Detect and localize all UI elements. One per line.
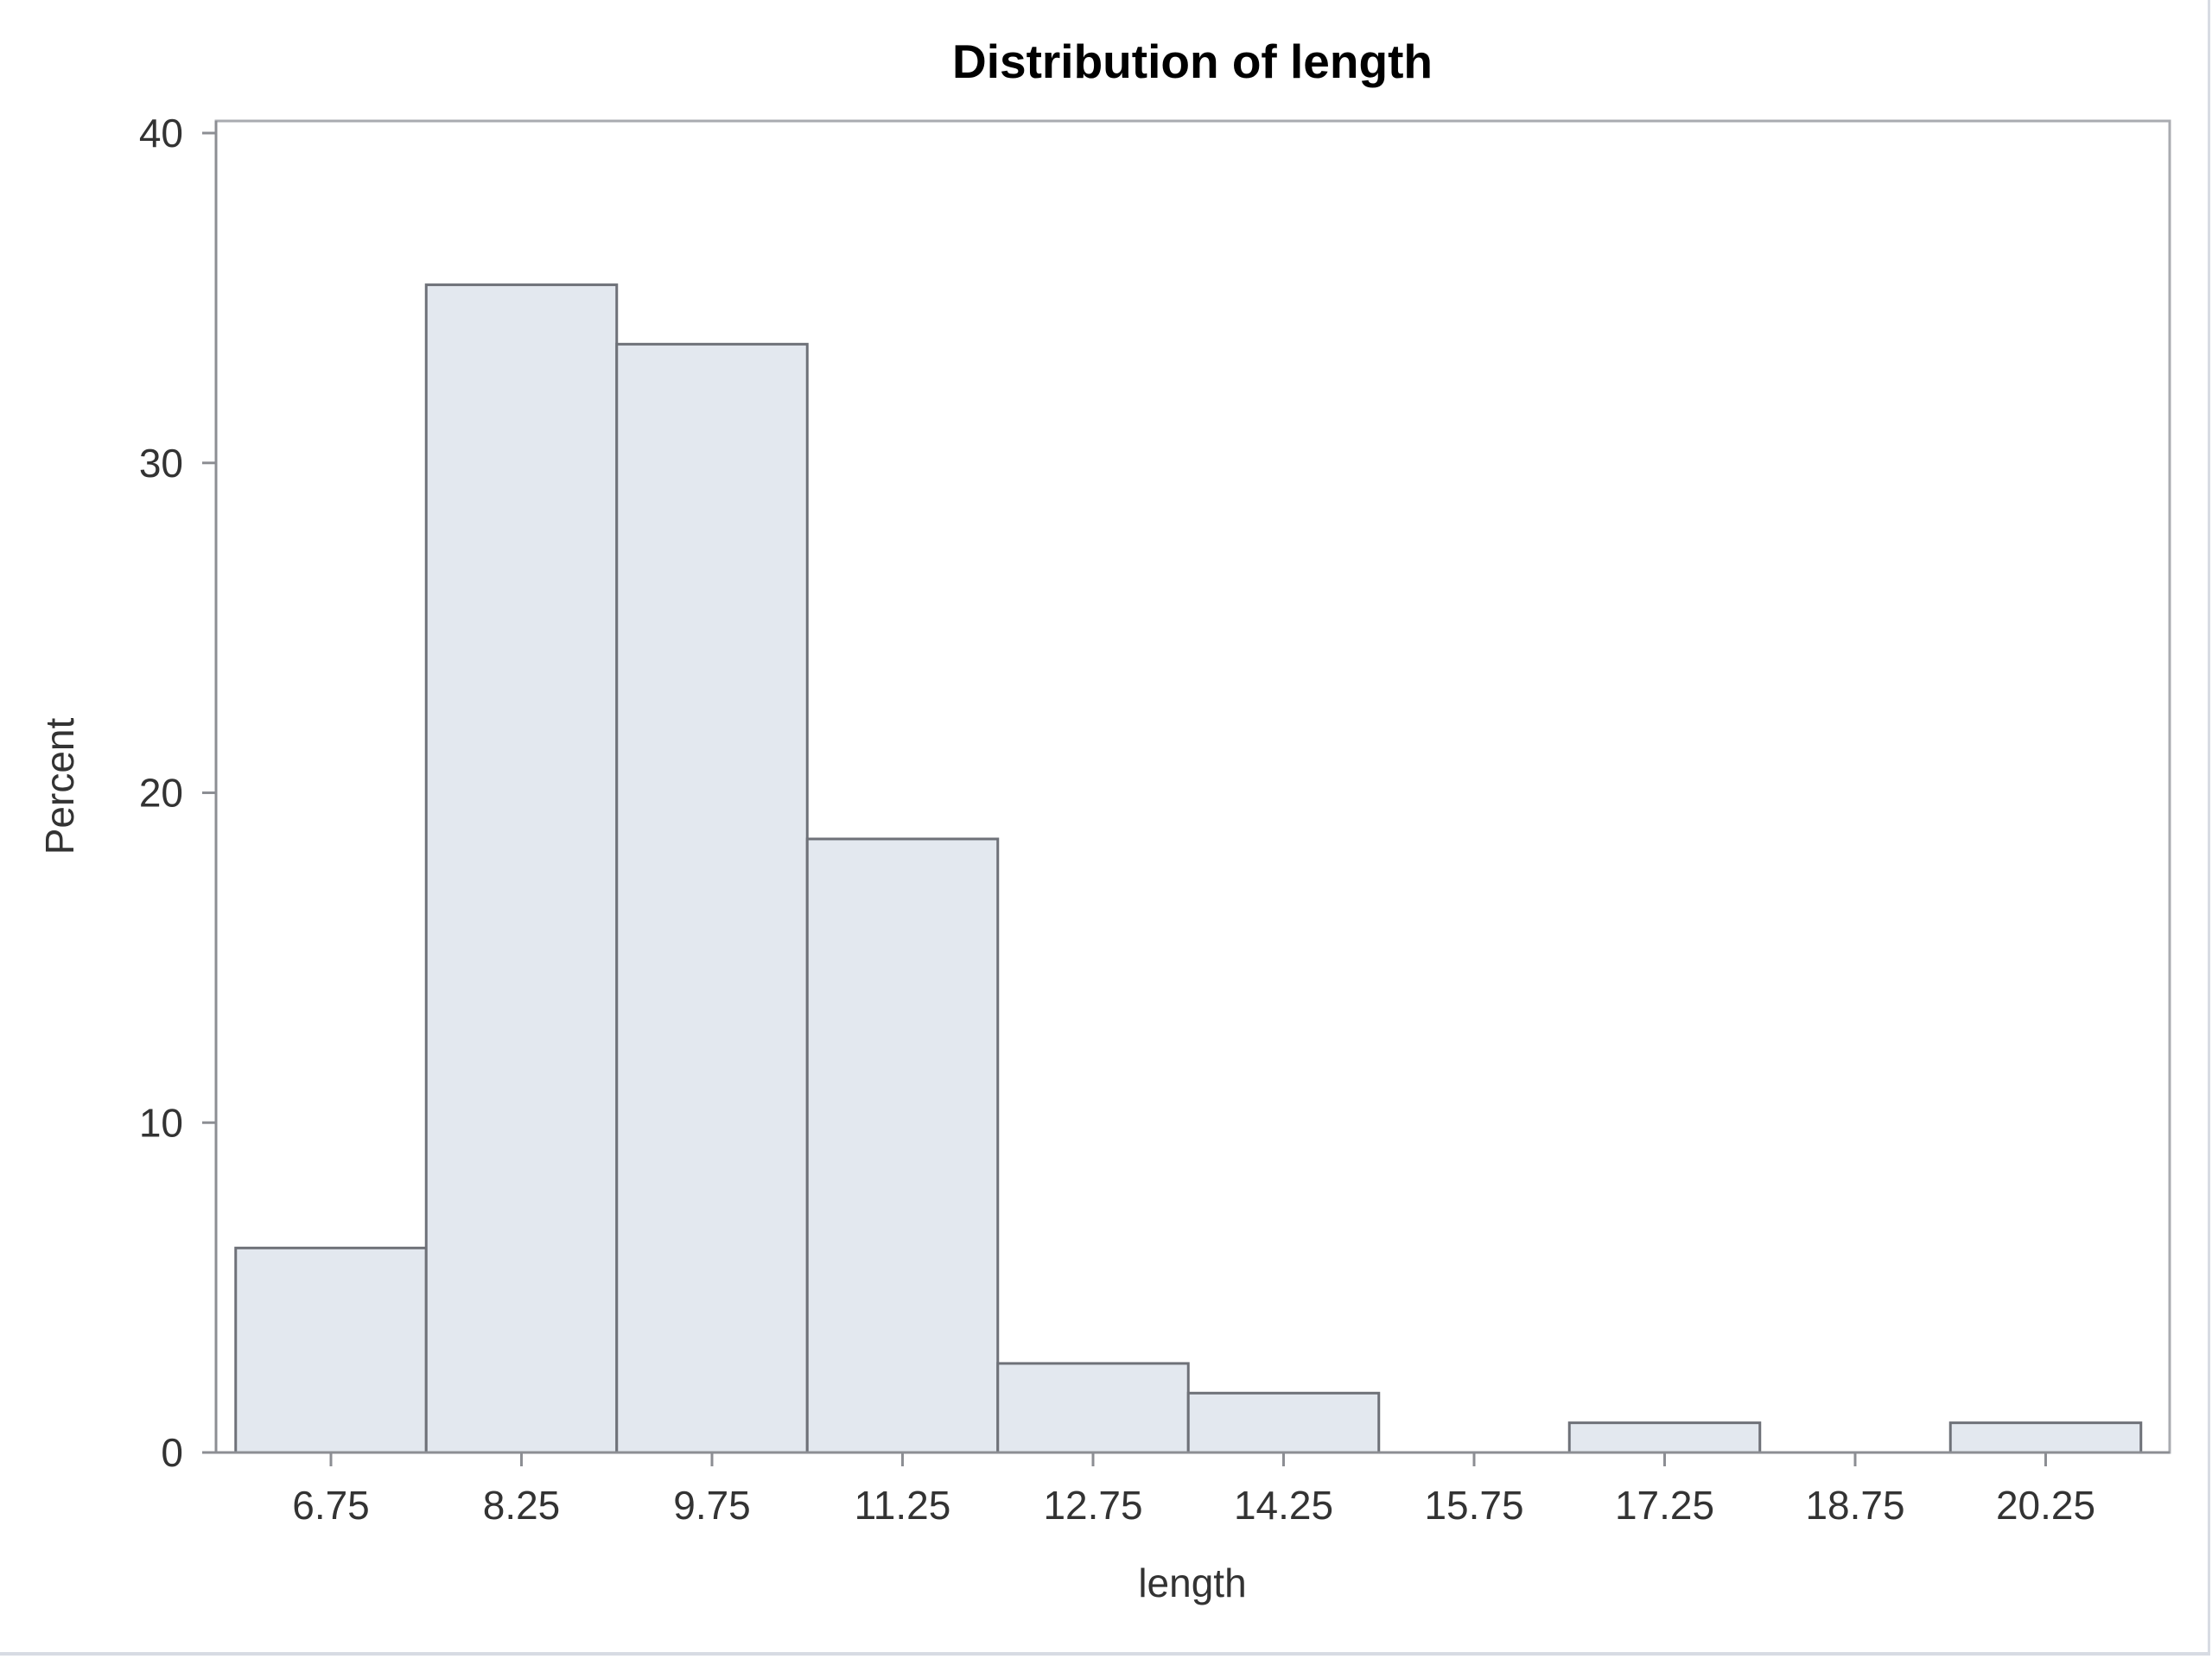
x-tick-label: 17.25 bbox=[1615, 1483, 1714, 1528]
histogram-bar bbox=[424, 283, 619, 1454]
y-axis-label: Percent bbox=[37, 718, 82, 855]
x-axis-label: length bbox=[1138, 1560, 1246, 1605]
x-tick-label: 9.75 bbox=[673, 1483, 751, 1528]
histogram-bar bbox=[996, 1362, 1190, 1454]
histogram-bar bbox=[1186, 1391, 1381, 1454]
chart-title: Distribution of length bbox=[952, 35, 1433, 88]
y-tick-label: 0 bbox=[161, 1430, 183, 1475]
y-tick-label: 10 bbox=[139, 1100, 183, 1145]
x-tick-label: 11.25 bbox=[855, 1483, 951, 1528]
y-tick-label: 30 bbox=[139, 441, 183, 486]
x-tick-label: 14.25 bbox=[1234, 1483, 1333, 1528]
x-tick-label: 6.75 bbox=[292, 1483, 370, 1528]
y-axis-ticks: 0 10 20 30 40 bbox=[139, 111, 216, 1475]
histogram-bar bbox=[805, 837, 1000, 1454]
x-tick-label: 8.25 bbox=[483, 1483, 561, 1528]
x-tick-label: 12.75 bbox=[1043, 1483, 1142, 1528]
x-tick-label: 18.75 bbox=[1805, 1483, 1904, 1528]
x-axis-ticks: 6.75 8.25 9.75 11.25 12.75 14.25 15.75 17.25 18.… bbox=[292, 1452, 2095, 1528]
histogram-bar bbox=[1567, 1421, 1762, 1454]
histogram-bars bbox=[234, 283, 2143, 1454]
x-tick-label: 20.25 bbox=[1996, 1483, 2095, 1528]
histogram-bar bbox=[615, 342, 809, 1454]
histogram-bar bbox=[234, 1246, 428, 1454]
y-tick-label: 20 bbox=[139, 771, 183, 816]
histogram-bar bbox=[1948, 1421, 2143, 1454]
x-tick-label: 15.75 bbox=[1424, 1483, 1523, 1528]
y-tick-label: 40 bbox=[139, 111, 183, 156]
